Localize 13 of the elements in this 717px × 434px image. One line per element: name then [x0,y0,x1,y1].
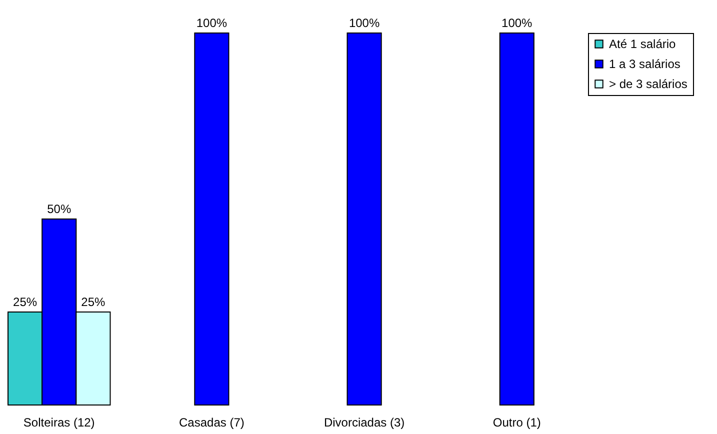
data-label: 100% [196,16,228,30]
data-label: 100% [502,16,533,30]
legend-label: 1 a 3 salários [609,57,680,71]
legend-label: > de 3 salários [609,77,688,91]
legend-label: Até 1 salário [609,37,676,51]
data-label: 25% [13,295,38,309]
data-label: 50% [47,202,72,216]
x-tick-label: Solteiras (12) [23,416,95,430]
x-tick-label: Casadas (7) [179,416,244,430]
x-tick-label: Outro (1) [492,416,541,430]
data-label: 100% [348,16,380,30]
x-tick-label: Divorciadas (3) [324,416,405,430]
data-label: 25% [81,295,106,309]
